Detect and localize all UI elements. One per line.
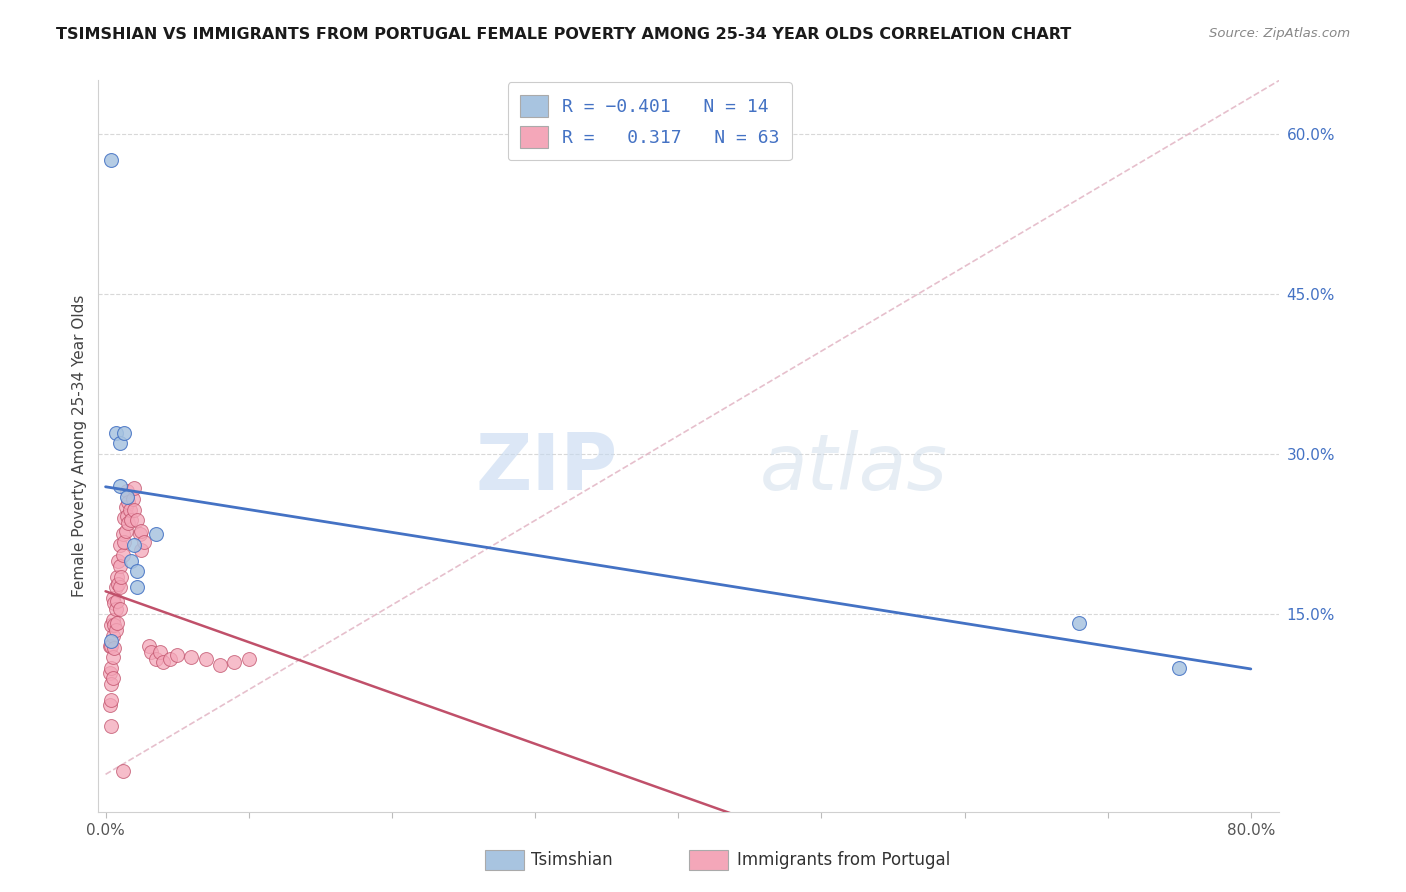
Point — [104, 581, 127, 595]
Point — [166, 648, 188, 662]
Point — [111, 527, 134, 541]
Point — [115, 484, 138, 499]
Text: atlas: atlas — [759, 430, 948, 506]
Point — [103, 618, 125, 632]
Point — [152, 655, 174, 669]
Point — [134, 534, 156, 549]
Point — [125, 513, 148, 527]
Point — [112, 511, 135, 525]
Point — [111, 764, 134, 779]
Point — [108, 581, 131, 595]
Point — [101, 628, 124, 642]
Point — [120, 513, 142, 527]
Point — [100, 633, 122, 648]
Point — [108, 479, 131, 493]
Point — [138, 639, 160, 653]
Point — [104, 425, 127, 440]
Point — [159, 652, 181, 666]
Point — [224, 655, 246, 669]
Point — [105, 594, 128, 608]
Point — [111, 549, 134, 563]
Point — [112, 534, 135, 549]
Point — [100, 618, 122, 632]
Point — [121, 491, 143, 506]
Point — [149, 644, 172, 658]
Point — [100, 639, 122, 653]
Text: Immigrants from Portugal: Immigrants from Portugal — [737, 851, 950, 869]
Point — [98, 665, 121, 680]
Point — [117, 516, 139, 531]
Point — [131, 543, 153, 558]
Point — [180, 649, 202, 664]
Point — [122, 538, 145, 552]
Point — [115, 508, 138, 523]
Point — [141, 644, 163, 658]
Point — [101, 591, 124, 606]
Point — [104, 623, 127, 637]
Point — [122, 502, 145, 516]
Point — [101, 671, 124, 685]
Point — [104, 602, 127, 616]
Point — [98, 698, 121, 712]
Point — [112, 425, 135, 440]
Point — [145, 527, 167, 541]
Point — [105, 570, 128, 584]
Point — [103, 597, 125, 611]
Point — [129, 527, 152, 541]
Point — [101, 613, 124, 627]
Point — [108, 436, 131, 450]
Point — [145, 652, 167, 666]
Point — [107, 577, 129, 591]
Legend: R = −0.401   N = 14, R =   0.317   N = 63: R = −0.401 N = 14, R = 0.317 N = 63 — [508, 82, 792, 161]
Text: TSIMSHIAN VS IMMIGRANTS FROM PORTUGAL FEMALE POVERTY AMONG 25-34 YEAR OLDS CORRE: TSIMSHIAN VS IMMIGRANTS FROM PORTUGAL FE… — [56, 27, 1071, 42]
Point — [105, 615, 128, 630]
Point — [100, 719, 122, 733]
Point — [1067, 615, 1090, 630]
Text: Source: ZipAtlas.com: Source: ZipAtlas.com — [1209, 27, 1350, 40]
Point — [209, 658, 232, 673]
Point — [122, 481, 145, 495]
Point — [125, 581, 148, 595]
Point — [114, 524, 136, 538]
Point — [100, 153, 122, 168]
Point — [108, 538, 131, 552]
Point — [110, 570, 132, 584]
Point — [238, 652, 260, 666]
Point — [108, 559, 131, 574]
Point — [131, 524, 153, 538]
Point — [100, 660, 122, 674]
Point — [125, 565, 148, 579]
Point — [114, 500, 136, 515]
Point — [107, 554, 129, 568]
Text: ZIP: ZIP — [475, 430, 619, 506]
Point — [120, 554, 142, 568]
Text: Tsimshian: Tsimshian — [531, 851, 613, 869]
Point — [103, 641, 125, 656]
Point — [1168, 660, 1191, 674]
Point — [108, 602, 131, 616]
Point — [194, 652, 217, 666]
Y-axis label: Female Poverty Among 25-34 Year Olds: Female Poverty Among 25-34 Year Olds — [72, 295, 87, 597]
Point — [118, 502, 141, 516]
Point — [100, 692, 122, 706]
Point — [115, 490, 138, 504]
Point — [100, 676, 122, 690]
Point — [101, 649, 124, 664]
Point — [98, 639, 121, 653]
Point — [117, 495, 139, 509]
